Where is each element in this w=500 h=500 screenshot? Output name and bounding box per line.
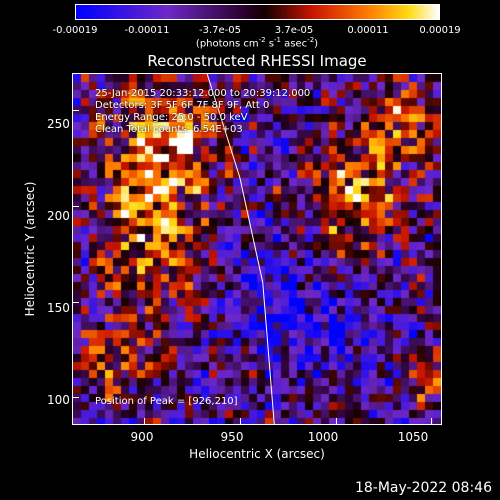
x-tick-label: 900 [130,430,154,444]
x-tick-label: 1050 [397,430,429,444]
plot-date-stamp: 18-May-2022 08:46 [354,480,492,496]
colorbar-tick-label: 0.00019 [419,25,461,36]
x-tick-mark [143,418,145,424]
y-tick-label: 100 [47,393,70,407]
info-clean-counts: Clean Total counts: 6.54E+03 [95,124,243,135]
y-tick-mark [73,301,79,303]
peak-position-label: Position of Peak = [926,210] [95,396,238,407]
colorbar [75,4,440,20]
y-axis-label: Heliocentric Y (arcsec) [23,181,37,317]
x-tick-label: 950 [220,430,244,444]
y-tick-mark [73,110,79,112]
y-tick-label: 150 [47,301,70,315]
info-detectors: Detectors: 3F 5F 6F 7F 8F 9F, Att 0 [95,100,270,111]
y-tick-mark [73,205,79,207]
y-tick-mark [73,397,79,399]
solar-limb-curve [206,74,275,424]
x-tick-mark [239,418,241,424]
x-tick-mark [335,418,337,424]
colorbar-units: (photons cm-2 s-1 asec-2) [195,36,319,50]
x-tick-label: 1000 [307,430,339,444]
info-energy-range: Energy Range: 25.0 - 50.0 keV [95,112,248,123]
y-tick-label: 200 [47,209,70,223]
plot-title: Reconstructed RHESSI Image [147,52,367,70]
image-plot: 25-Jan-2015 20:33:12.000 to 20:39:12.000… [72,73,442,425]
colorbar-tick-label: -0.00011 [124,25,170,36]
x-axis-label: Heliocentric X (arcsec) [189,447,325,461]
x-tick-mark [431,418,433,424]
y-tick-label: 250 [47,117,70,131]
heatmap-image [73,74,441,424]
colorbar-tick-label: 3.7e-05 [274,25,314,36]
colorbar-tick-label: 0.00011 [347,25,389,36]
colorbar-tick-label: -0.00019 [52,25,98,36]
info-time-range: 25-Jan-2015 20:33:12.000 to 20:39:12.000 [95,88,311,99]
colorbar-tick-label: -3.7e-05 [199,25,241,36]
